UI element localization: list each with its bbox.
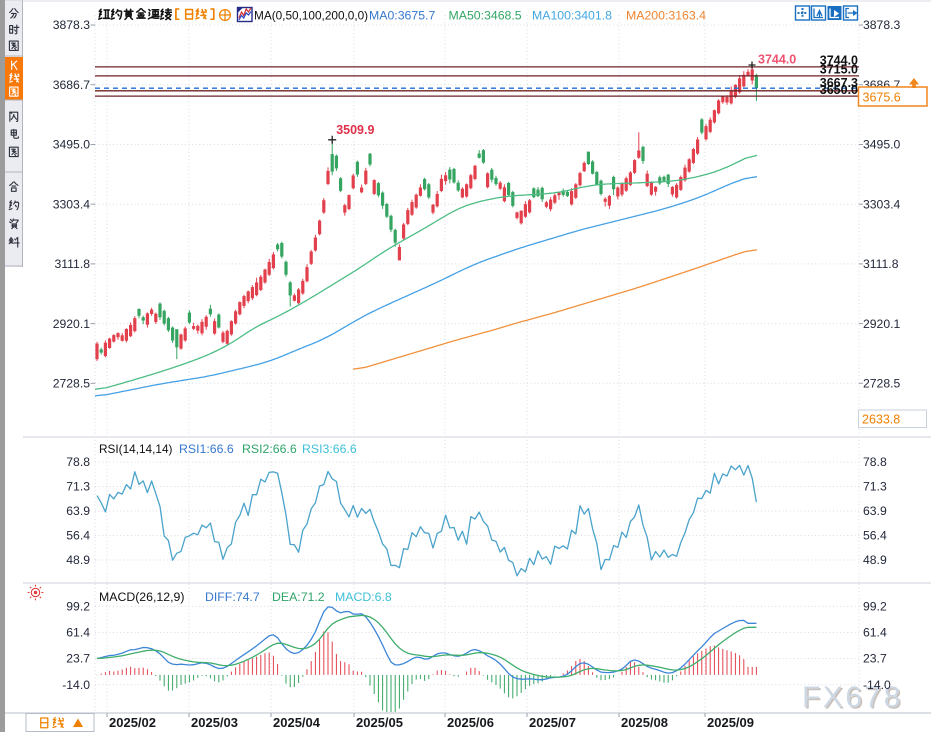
svg-text:3303.4: 3303.4 xyxy=(863,197,900,211)
svg-text:2025/02: 2025/02 xyxy=(109,715,156,730)
svg-text:3650.0: 3650.0 xyxy=(820,83,858,97)
svg-text:MA0:3675.7: MA0:3675.7 xyxy=(369,9,435,23)
svg-text:71.3: 71.3 xyxy=(66,480,90,494)
svg-text:2025/06: 2025/06 xyxy=(447,715,494,730)
svg-text:63.9: 63.9 xyxy=(66,504,90,518)
svg-text:2728.5: 2728.5 xyxy=(863,377,900,391)
svg-text:3495.0: 3495.0 xyxy=(863,138,900,152)
svg-text:3111.8: 3111.8 xyxy=(863,257,899,271)
svg-text:2025/05: 2025/05 xyxy=(356,715,403,730)
svg-text:2920.1: 2920.1 xyxy=(863,317,900,331)
svg-text:-14.0: -14.0 xyxy=(863,678,891,692)
svg-text:3667.3: 3667.3 xyxy=(820,76,858,90)
svg-text:78.8: 78.8 xyxy=(863,455,887,469)
svg-text:3495.0: 3495.0 xyxy=(53,138,90,152)
svg-text:3675.6: 3675.6 xyxy=(863,91,901,105)
svg-text:MA(0,50,100,200,0,0): MA(0,50,100,200,0,0) xyxy=(254,9,368,23)
svg-text:56.4: 56.4 xyxy=(66,529,90,543)
svg-text:RSI3:66.6: RSI3:66.6 xyxy=(302,442,357,456)
svg-text:71.3: 71.3 xyxy=(863,480,887,494)
svg-text:48.9: 48.9 xyxy=(863,553,887,567)
svg-text:48.9: 48.9 xyxy=(66,553,90,567)
svg-text:MA100:3401.8: MA100:3401.8 xyxy=(532,9,612,23)
svg-text:MA50:3468.5: MA50:3468.5 xyxy=(449,9,522,23)
svg-text:-14.0: -14.0 xyxy=(62,678,90,692)
svg-text:2025/08: 2025/08 xyxy=(621,715,668,730)
svg-text:63.9: 63.9 xyxy=(863,504,887,518)
svg-text:99.2: 99.2 xyxy=(863,600,887,614)
svg-text:61.4: 61.4 xyxy=(863,626,887,640)
svg-text:61.4: 61.4 xyxy=(66,626,90,640)
svg-text:56.4: 56.4 xyxy=(863,529,887,543)
svg-text:RSI(14,14,14): RSI(14,14,14) xyxy=(99,442,173,456)
svg-text:3744.0: 3744.0 xyxy=(758,53,796,67)
svg-text:3878.3: 3878.3 xyxy=(863,18,900,32)
svg-text:23.7: 23.7 xyxy=(863,652,887,666)
svg-text:2728.5: 2728.5 xyxy=(53,377,90,391)
svg-text:DIFF:74.7: DIFF:74.7 xyxy=(205,590,260,604)
svg-text:2025/03: 2025/03 xyxy=(191,715,238,730)
svg-text:RSI1:66.6: RSI1:66.6 xyxy=(179,442,234,456)
svg-text:2025/09: 2025/09 xyxy=(707,715,754,730)
svg-text:3111.8: 3111.8 xyxy=(55,257,91,271)
svg-text:2920.1: 2920.1 xyxy=(53,317,90,331)
svg-text:3686.7: 3686.7 xyxy=(53,78,90,92)
svg-text:78.8: 78.8 xyxy=(66,455,90,469)
svg-text:FX678: FX678 xyxy=(804,683,905,716)
svg-text:3509.9: 3509.9 xyxy=(336,123,374,137)
svg-text:DEA:71.2: DEA:71.2 xyxy=(272,590,325,604)
svg-text:23.7: 23.7 xyxy=(66,652,90,666)
svg-text:99.2: 99.2 xyxy=(66,600,90,614)
svg-text:MA200:3163.4: MA200:3163.4 xyxy=(626,9,706,23)
svg-text:3744.0: 3744.0 xyxy=(820,54,858,68)
svg-text:2025/04: 2025/04 xyxy=(273,715,321,730)
svg-text:RSI2:66.6: RSI2:66.6 xyxy=(242,442,297,456)
svg-text:3303.4: 3303.4 xyxy=(53,197,90,211)
svg-text:3878.3: 3878.3 xyxy=(53,18,90,32)
svg-text:2025/07: 2025/07 xyxy=(529,715,576,730)
svg-text:3715.0: 3715.0 xyxy=(820,63,858,77)
svg-text:MACD(26,12,9): MACD(26,12,9) xyxy=(99,590,184,604)
svg-text:FX678: FX678 xyxy=(802,681,903,714)
svg-text:MACD:6.8: MACD:6.8 xyxy=(335,590,392,604)
svg-text:2633.8: 2633.8 xyxy=(862,413,900,427)
